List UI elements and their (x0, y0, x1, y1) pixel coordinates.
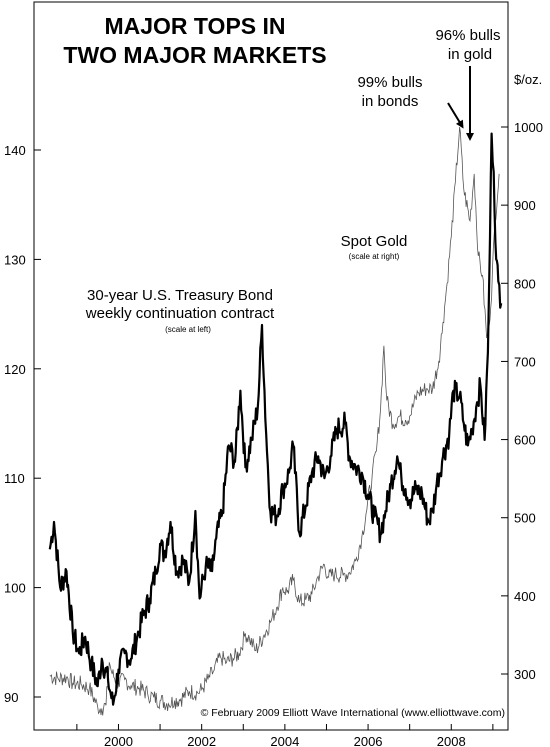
gold-series-label: Spot Gold (341, 233, 408, 250)
x-axis-tick-label: 2004 (270, 734, 299, 747)
x-axis: 2000 2002 2004 2006 2008 (76, 724, 494, 747)
chart-title-line2: TWO MAJOR MARKETS (63, 42, 326, 68)
bond-series-label-line2: weekly continuation contract (85, 305, 275, 322)
left-axis: 90 100 110 120 130 140 (4, 143, 41, 705)
left-axis-tick-label: 100 (4, 581, 26, 596)
left-axis-tick-label: 130 (4, 252, 26, 267)
x-axis-tick-label: 2000 (104, 734, 133, 747)
bonds-callout-line1: 99% bulls (357, 74, 422, 91)
plot-frame (33, 1, 509, 731)
gold-callout-line1: 96% bulls (435, 27, 500, 44)
copyright-text: © February 2009 Elliott Wave Internation… (201, 707, 505, 719)
bonds-callout-arrow (447, 102, 464, 129)
bond-series-label-line1: 30-year U.S. Treasury Bond (87, 287, 273, 304)
left-axis-tick-label: 140 (4, 143, 26, 158)
x-axis-tick-label: 2002 (187, 734, 216, 747)
bonds-callout-line2: in bonds (362, 93, 419, 110)
x-axis-tick-label: 2006 (354, 734, 383, 747)
right-axis-tick-label: 800 (514, 276, 536, 291)
right-axis-tick-label: 1000 (514, 120, 543, 135)
right-axis-tick-label: 300 (514, 667, 536, 682)
right-axis: 300 400 500 600 700 800 900 1000 (501, 120, 543, 682)
bond-series-note: (scale at left) (165, 325, 211, 334)
right-axis-tick-label: 600 (514, 433, 536, 448)
right-axis-tick-label: 400 (514, 589, 536, 604)
gold-callout-line2: in gold (448, 46, 492, 63)
right-axis-tick-label: 900 (514, 198, 536, 213)
left-axis-tick-label: 120 (4, 362, 26, 377)
right-axis-unit: $/oz. (514, 72, 542, 87)
series-line-treasury-bond (48, 132, 503, 706)
x-axis-tick-label: 2008 (437, 734, 466, 747)
gold-series-note: (scale at right) (349, 252, 400, 261)
right-axis-tick-label: 500 (514, 511, 536, 526)
left-axis-tick-label: 110 (4, 471, 25, 486)
series-line-spot-gold (49, 126, 500, 716)
series-layer (48, 126, 503, 716)
left-axis-tick-label: 90 (4, 690, 18, 705)
chart-title-line1: MAJOR TOPS IN (104, 13, 285, 39)
right-axis-tick-label: 700 (514, 354, 536, 369)
